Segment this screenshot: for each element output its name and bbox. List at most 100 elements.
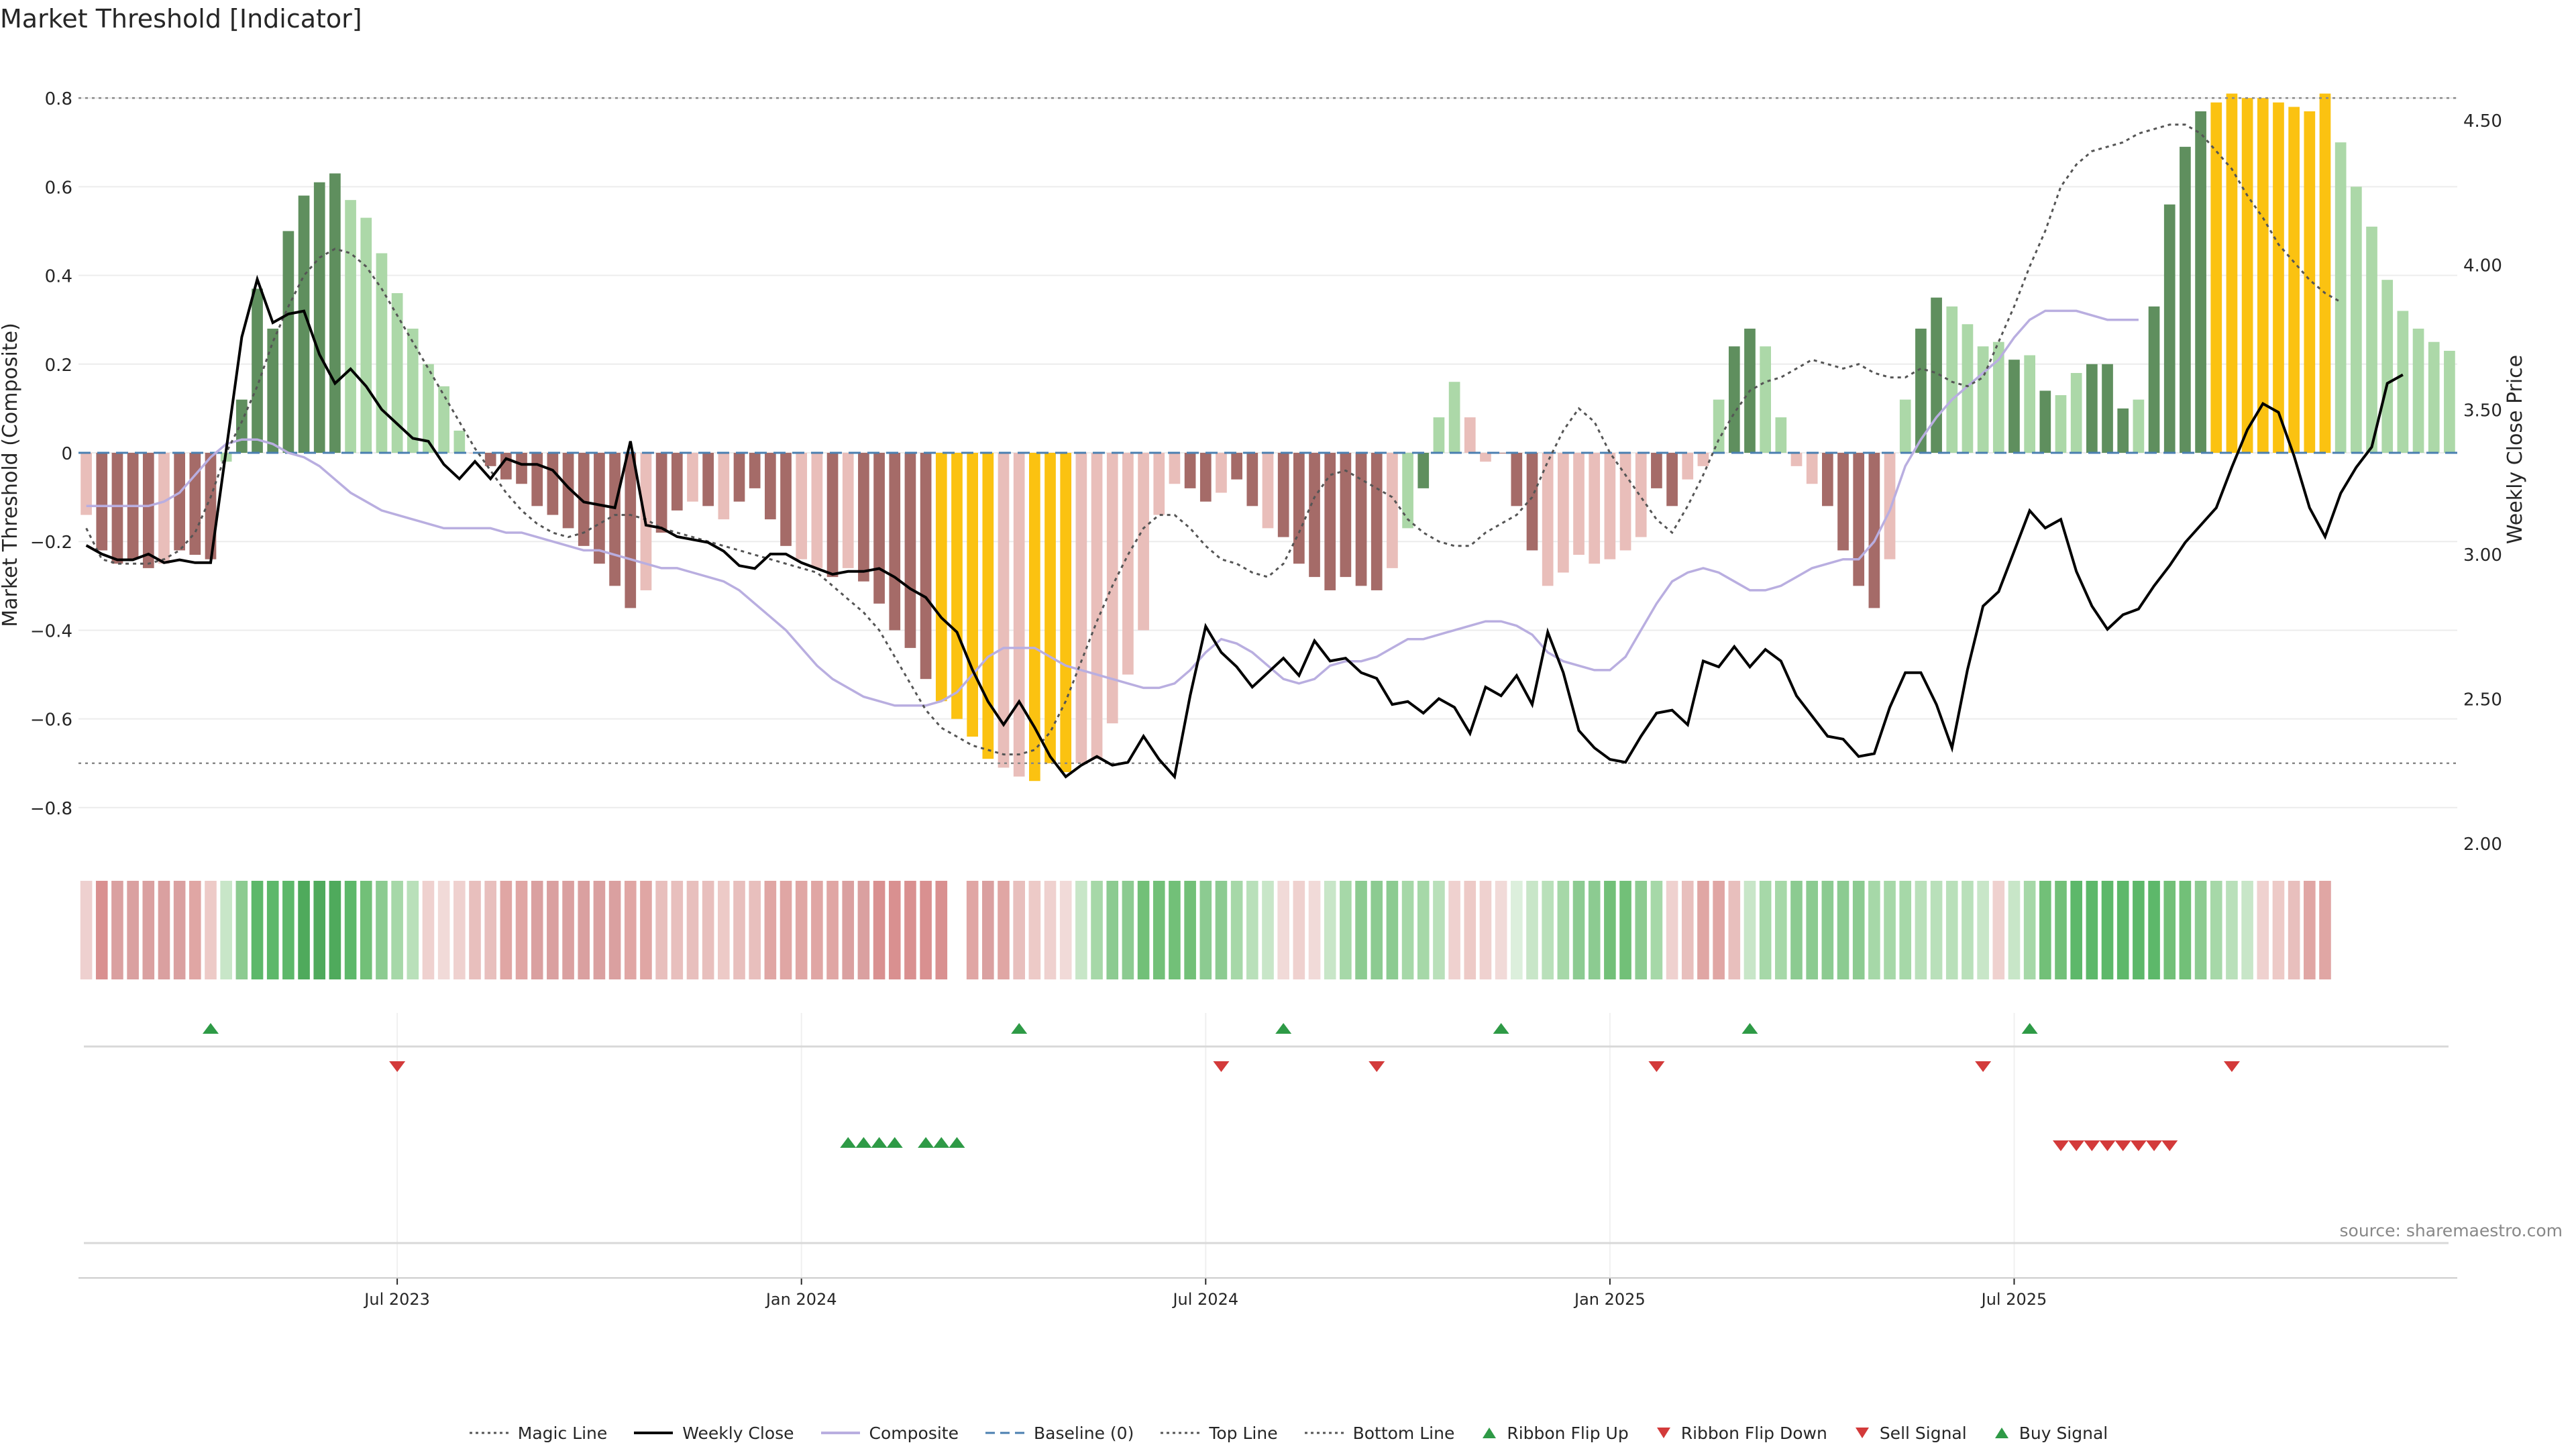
ribbon-segment (1401, 881, 1414, 979)
composite-bar (749, 453, 761, 488)
ribbon-segment (1775, 881, 1787, 979)
ribbon-segment (998, 881, 1010, 979)
composite-bar (298, 195, 310, 453)
ribbon-segment (2023, 881, 2036, 979)
composite-bar (935, 453, 947, 702)
legend-item[interactable]: Sell Signal (1853, 1424, 1967, 1443)
ribbon-segment (640, 881, 652, 979)
ribbon-segment (1681, 881, 1694, 979)
composite-bar (1760, 346, 1771, 453)
ribbon-segment (1666, 881, 1678, 979)
ribbon-segment (1992, 881, 2005, 979)
legend-label: Composite (869, 1423, 959, 1443)
composite-bar (2008, 360, 2020, 453)
ribbon-segment (2288, 881, 2300, 979)
ribbon-segment (251, 881, 264, 979)
legend-item[interactable]: Magic Line (468, 1424, 607, 1443)
composite-bar (2024, 355, 2035, 453)
sell-signal-marker (2053, 1140, 2069, 1151)
legend-label: Weekly Close (682, 1423, 794, 1443)
ribbon-segment (1542, 881, 1554, 979)
sell-signal-marker (2114, 1140, 2131, 1151)
ribbon-segment (1713, 881, 1725, 979)
ribbon-segment (515, 881, 528, 979)
ribbon-segment (857, 881, 870, 979)
ribbon-segment (1433, 881, 1445, 979)
x-tick-label: Jul 2025 (1980, 1290, 2047, 1309)
composite-bar (1122, 453, 1134, 675)
ribbon-segment (484, 881, 496, 979)
sell-signal-marker (2084, 1140, 2100, 1151)
composite-bar (2148, 306, 2160, 453)
dashed-line-icon (985, 1432, 1024, 1434)
legend-item[interactable]: Top Line (1159, 1424, 1278, 1443)
ribbon-segment (1199, 881, 1212, 979)
legend-item[interactable]: Bottom Line (1303, 1424, 1454, 1443)
legend-item[interactable]: Composite (820, 1424, 959, 1443)
composite-bar (2180, 146, 2191, 453)
composite-bar (1277, 453, 1289, 537)
composite-bar (142, 453, 154, 568)
composite-bar (625, 453, 637, 608)
ribbon-segment (1697, 881, 1709, 979)
ribbon-flip-down-marker (1648, 1061, 1665, 1072)
ribbon-segment (2179, 881, 2192, 979)
ribbon-segment (1479, 881, 1492, 979)
composite-bar (313, 182, 325, 453)
ribbon-segment (1604, 881, 1616, 979)
composite-bar (2117, 408, 2129, 453)
ribbon-segment (2086, 881, 2098, 979)
lavender-line-icon (820, 1432, 860, 1434)
sell-signal-marker (2068, 1140, 2085, 1151)
ribbon-segment (422, 881, 435, 979)
ribbon-segment (842, 881, 855, 979)
ribbon-segment (1075, 881, 1087, 979)
composite-bar (1868, 453, 1880, 608)
ribbon-flip-down-marker (389, 1061, 406, 1072)
composite-bar (1511, 453, 1523, 506)
composite-bar (1340, 453, 1352, 578)
ribbon-segment (1588, 881, 1601, 979)
ribbon-segment (469, 881, 481, 979)
composite-bar (1216, 453, 1227, 493)
composite-bar (1806, 453, 1818, 484)
ribbon-segment (749, 881, 761, 979)
y-tick-label: −0.2 (30, 533, 72, 553)
ribbon-segment (1059, 881, 1072, 979)
legend-item[interactable]: Ribbon Flip Up (1480, 1424, 1629, 1443)
composite-bar (329, 173, 341, 453)
ribbon-segment (1977, 881, 1989, 979)
legend-item[interactable]: Baseline (0) (984, 1424, 1134, 1443)
legend-item[interactable]: Buy Signal (1992, 1424, 2108, 1443)
composite-bar (1542, 453, 1554, 586)
composite-bar (2334, 142, 2347, 453)
composite-bar (1915, 328, 1927, 453)
ribbon-segment (1448, 881, 1460, 979)
ribbon-segment (205, 881, 217, 979)
composite-bar (1977, 346, 1989, 453)
ribbon-segment (313, 881, 326, 979)
legend-item[interactable]: Ribbon Flip Down (1654, 1424, 1827, 1443)
ribbon-segment (920, 881, 932, 979)
ribbon-segment (376, 881, 388, 979)
composite-bar (1526, 453, 1538, 551)
ribbon-segment (1262, 881, 1274, 979)
bars-layer (80, 93, 2455, 782)
ribbon-segment (500, 881, 513, 979)
ribbon-segment (578, 881, 590, 979)
ribbon-segment (1806, 881, 1818, 979)
ribbon-segment (1308, 881, 1321, 979)
composite-bar (1619, 453, 1631, 551)
y-tick-label: 0.2 (45, 356, 72, 376)
composite-bar (1324, 453, 1336, 590)
legend-label: Ribbon Flip Down (1680, 1423, 1827, 1443)
y-tick-label: 0 (61, 444, 72, 464)
ribbon-flip-down-marker (1213, 1061, 1230, 1072)
ribbon-segment (671, 881, 684, 979)
ribbon-segment (1868, 881, 1880, 979)
composite-bar (1635, 453, 1647, 537)
legend-item[interactable]: Weekly Close (633, 1424, 794, 1443)
composite-bar (796, 453, 808, 559)
composite-bar (1371, 453, 1383, 590)
ribbon-segment (298, 881, 310, 979)
